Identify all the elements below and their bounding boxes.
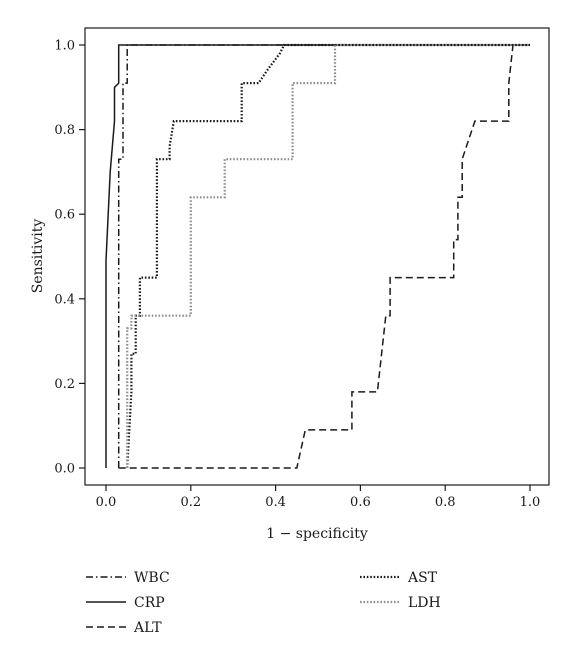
- x-tick-label: 0.2: [180, 495, 201, 510]
- y-tick-label: 0.4: [54, 292, 75, 307]
- y-axis: 0.0 0.2 0.4 0.6 0.8 1.0: [54, 39, 85, 477]
- series-line-wbc: [117, 44, 530, 468]
- y-tick-label: 0.2: [54, 377, 75, 392]
- legend-label-ast: AST: [407, 570, 438, 586]
- series-layer: [105, 43, 530, 469]
- legend-label-alt: ALT: [133, 620, 162, 636]
- y-tick-label: 1.0: [54, 39, 75, 54]
- legend-label-crp: CRP: [134, 595, 165, 611]
- series-line-crp: [105, 44, 530, 468]
- y-tick-label: 0.0: [54, 462, 75, 477]
- series-line-ast: [126, 43, 530, 469]
- y-tick-label: 0.8: [54, 123, 75, 138]
- legend-label-wbc: WBC: [134, 570, 170, 586]
- x-axis: 0.0 0.2 0.4 0.6 0.8 1.0: [96, 485, 541, 510]
- plot-frame: [84, 27, 550, 486]
- legend: WBC CRP ALT AST LDH: [86, 570, 441, 636]
- legend-label-ldh: LDH: [408, 595, 441, 611]
- series-line-alt: [118, 44, 530, 469]
- x-tick-label: 0.8: [435, 495, 456, 510]
- x-axis-title: 1 − specificity: [266, 526, 368, 542]
- x-tick-label: 0.4: [265, 495, 286, 510]
- y-axis-title: Sensitivity: [30, 219, 46, 294]
- x-tick-label: 1.0: [520, 495, 541, 510]
- y-tick-label: 0.6: [54, 208, 75, 223]
- x-tick-label: 0.6: [350, 495, 371, 510]
- x-tick-label: 0.0: [96, 495, 117, 510]
- series-line-ldh: [126, 43, 530, 468]
